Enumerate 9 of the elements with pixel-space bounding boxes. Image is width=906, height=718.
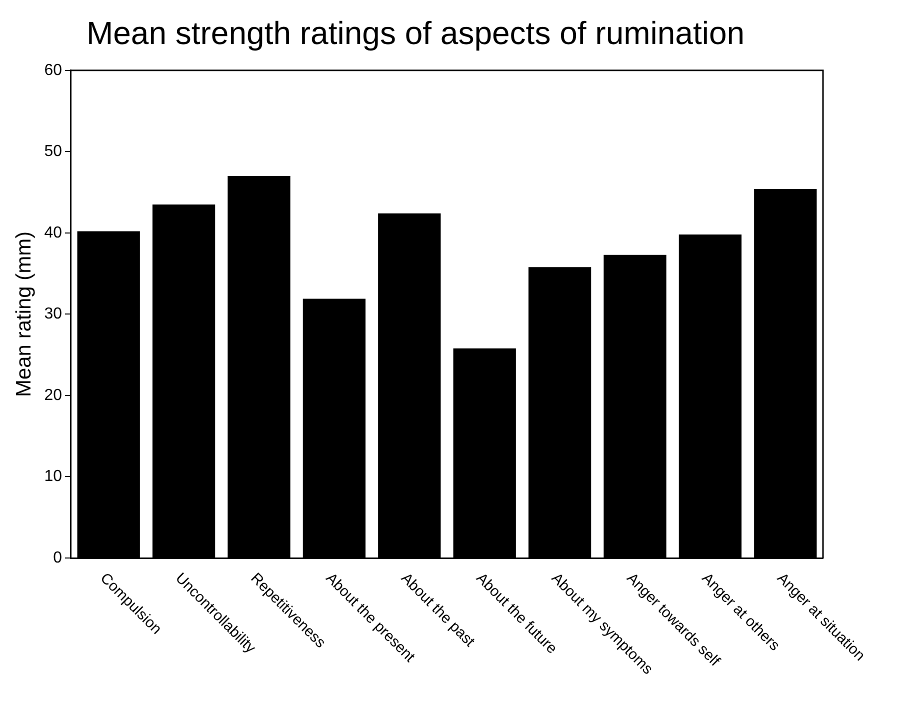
y-axis-title: Mean rating (mm) — [12, 231, 36, 398]
y-tick-label: 10 — [44, 468, 62, 486]
y-tick-label: 30 — [44, 306, 62, 323]
y-tick-label: 50 — [44, 143, 62, 160]
y-tick-label: 20 — [44, 386, 62, 404]
y-tick-label: 60 — [44, 62, 62, 79]
y-tick-label: 0 — [53, 549, 62, 566]
y-tick-label: 40 — [44, 224, 62, 242]
chart-title: Mean strength ratings of aspects of rumination — [86, 15, 745, 52]
